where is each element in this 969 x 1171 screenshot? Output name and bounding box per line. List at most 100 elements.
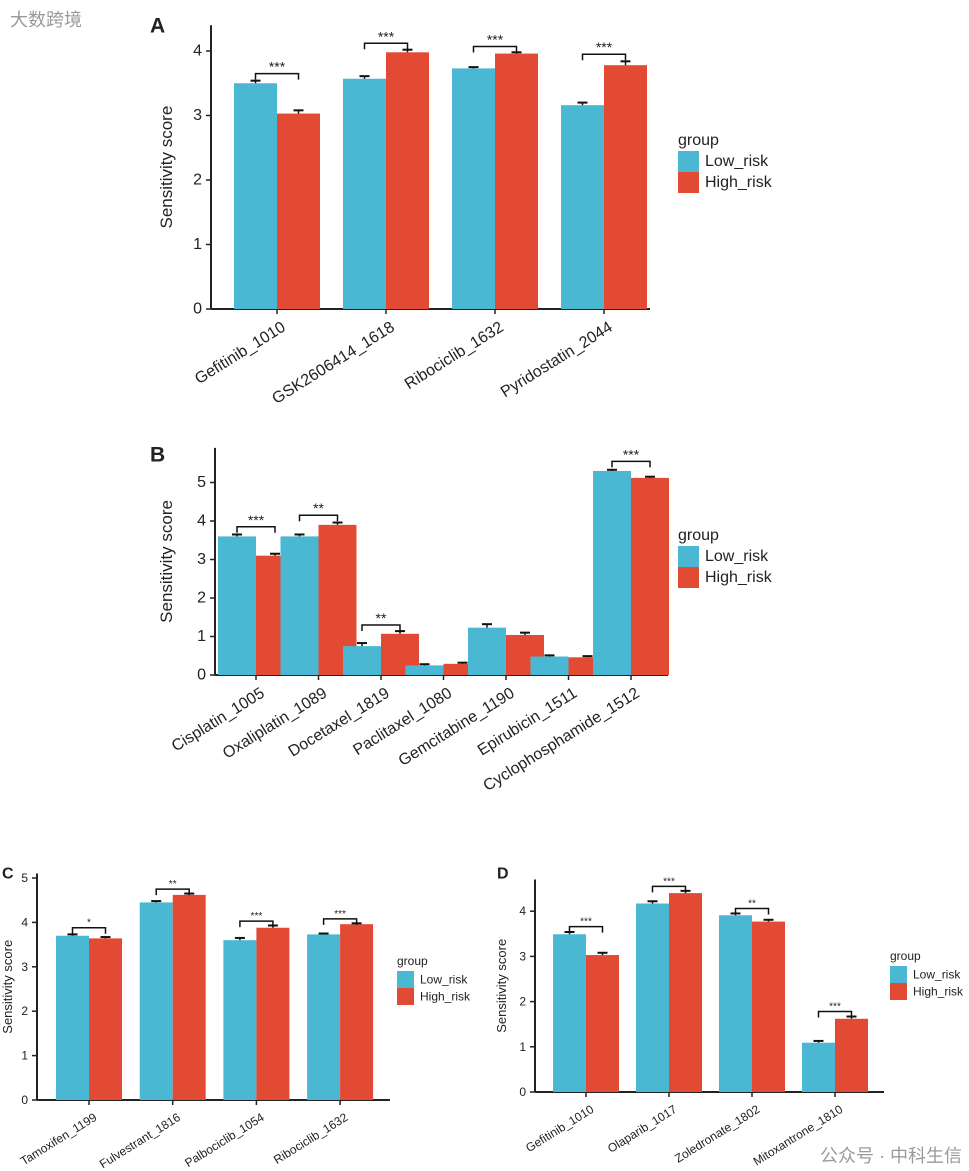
x-tick-label: Tamoxifen_1199: [18, 1110, 100, 1168]
low-risk-bar: [343, 78, 386, 309]
x-tick-label: Pyridostatin_2044: [498, 319, 616, 401]
significance-label: ***: [596, 39, 613, 55]
significance-bracket: [254, 72, 300, 80]
high-risk-bar: [631, 477, 669, 675]
y-axis-label: Sensitivity score: [157, 106, 176, 229]
y-tick-label: 0: [519, 1085, 526, 1099]
low-risk-bar: [343, 646, 381, 675]
significance-label: ***: [580, 917, 592, 928]
y-tick-label: 2: [519, 995, 526, 1009]
x-tick-label: Gemcitabine_1190: [396, 685, 518, 770]
y-tick-label: 5: [21, 871, 28, 885]
legend-swatch-high-risk: [678, 567, 699, 588]
y-tick-label: 4: [197, 513, 206, 530]
low-risk-bar: [452, 68, 495, 309]
low-risk-bar: [553, 934, 586, 1092]
legend-swatch-high-risk: [397, 988, 414, 1005]
y-axis-label: Sensitivity score: [0, 940, 15, 1034]
significance-bracket: [322, 918, 358, 925]
legend-swatch-low-risk: [678, 151, 699, 172]
significance-label: ***: [334, 909, 346, 920]
low-risk-bar: [56, 935, 89, 1100]
high-risk-bar: [752, 921, 785, 1092]
legend: group Low_risk High_risk: [678, 527, 773, 588]
y-tick-label: 2: [21, 1004, 28, 1018]
low-risk-bar: [405, 665, 444, 675]
y-tick-label: 1: [519, 1040, 526, 1054]
high-risk-bar: [89, 938, 122, 1100]
legend-label-low-risk: Low_risk: [705, 153, 769, 170]
significance-bracket: [363, 42, 409, 50]
significance-bracket: [734, 907, 770, 915]
significance-label: **: [376, 610, 387, 626]
legend-label-high-risk: High_risk: [913, 985, 964, 999]
legend-label-low-risk: Low_risk: [913, 968, 961, 982]
legend-title: group: [678, 527, 719, 544]
low-risk-bar: [307, 934, 341, 1100]
significance-label: **: [313, 500, 324, 516]
low-risk-bar: [218, 536, 256, 675]
legend-swatch-low-risk: [678, 546, 699, 567]
legend: group Low_risk High_risk: [397, 954, 471, 1005]
low-risk-bar: [223, 940, 257, 1100]
legend: group Low_risk High_risk: [678, 132, 773, 193]
significance-label: ***: [623, 446, 640, 462]
high-risk-bar: [256, 927, 290, 1100]
panel-c: C 0 1 2 3 4 5 Sensitivity score Tamoxifen_1199 * F…: [0, 865, 471, 1171]
panel-label: A: [150, 14, 165, 37]
significance-bracket: [611, 460, 651, 468]
panel-label: D: [497, 865, 509, 882]
high-risk-bar: [386, 52, 429, 309]
y-tick-label: 3: [193, 107, 202, 124]
low-risk-bar: [139, 902, 173, 1100]
y-tick-label: 0: [197, 667, 206, 684]
legend-swatch-high-risk: [678, 172, 699, 193]
y-tick-label: 1: [197, 628, 206, 645]
legend-title: group: [397, 954, 428, 968]
significance-bracket: [581, 53, 627, 61]
significance-bracket: [361, 624, 401, 631]
high-risk-bar: [835, 1018, 868, 1092]
x-tick-label: Palbociclib_1054: [182, 1110, 267, 1170]
low-risk-bar: [802, 1042, 835, 1092]
significance-bracket: [817, 1010, 853, 1018]
significance-label: ***: [829, 1002, 841, 1013]
legend-title: group: [678, 132, 719, 149]
significance-bracket: [155, 888, 190, 896]
y-tick-label: 1: [193, 236, 202, 253]
y-tick-label: 3: [21, 960, 28, 974]
significance-bracket: [239, 920, 274, 928]
low-risk-bar: [234, 83, 277, 309]
legend-label-low-risk: Low_risk: [705, 548, 769, 565]
high-risk-bar: [340, 924, 374, 1100]
significance-label: *: [87, 918, 91, 929]
significance-label: ***: [251, 911, 263, 922]
x-tick-label: Zoledronate_1802: [672, 1102, 762, 1166]
low-risk-bar: [530, 656, 569, 675]
legend-label-high-risk: High_risk: [705, 569, 773, 586]
significance-bracket: [472, 45, 518, 53]
significance-bracket: [298, 514, 339, 522]
low-risk-bar: [593, 470, 631, 675]
x-tick-label: Ribociclib_1632: [271, 1110, 351, 1167]
significance-bracket: [71, 926, 107, 934]
legend-label-high-risk: High_risk: [420, 990, 471, 1004]
y-tick-label: 0: [193, 301, 202, 318]
y-axis-label: Sensitivity score: [494, 939, 509, 1033]
x-tick-label: Fulvestrant_1816: [97, 1110, 183, 1171]
y-tick-label: 2: [197, 590, 206, 607]
y-tick-label: 4: [519, 904, 526, 918]
y-tick-label: 3: [519, 949, 526, 963]
x-tick-label: GSK2606414_1618: [269, 319, 397, 408]
x-tick-label: Olaparib_1017: [605, 1102, 679, 1156]
high-risk-bar: [277, 113, 320, 309]
x-tick-label: Gefitinib_1010: [523, 1102, 596, 1155]
y-axis-label: Sensitivity score: [157, 500, 176, 623]
low-risk-bar: [636, 903, 669, 1092]
x-tick-label: Ribociclib_1632: [402, 319, 507, 393]
panel-label: B: [150, 443, 165, 466]
y-tick-label: 4: [21, 915, 28, 929]
legend-label-high-risk: High_risk: [705, 174, 773, 191]
